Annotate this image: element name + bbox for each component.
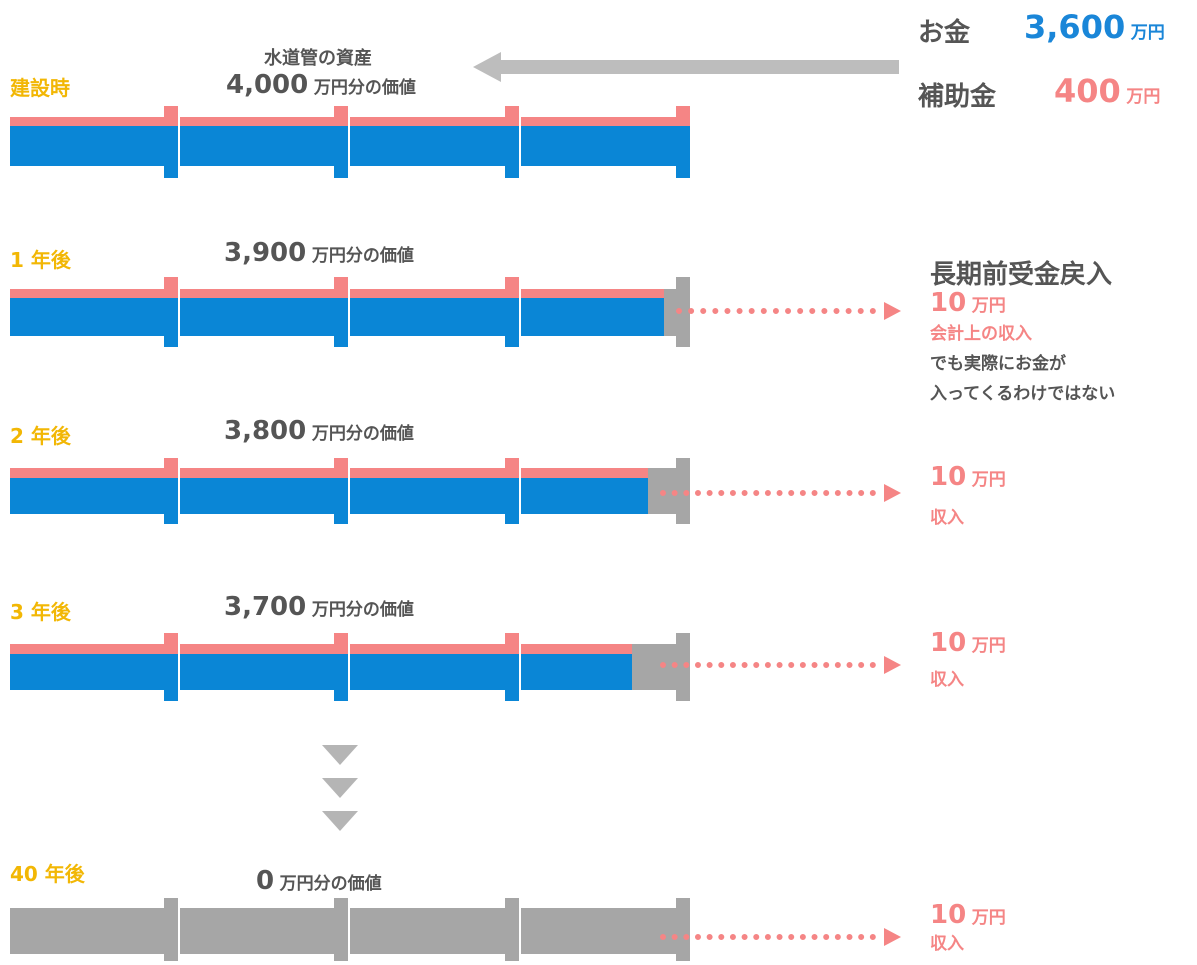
down-triangle-icon — [322, 778, 358, 798]
arrow-right-icon — [884, 302, 901, 320]
asset-value-40: 0 万円分の価値 — [256, 866, 382, 896]
money-value: 3,600 — [1024, 8, 1126, 46]
income-note-2: 収入 — [930, 508, 964, 528]
income-note-1: 会計上の収入 — [930, 324, 1032, 344]
value-number: 3,800 — [224, 416, 307, 446]
funding-arrow-icon — [473, 52, 899, 82]
year-label-construction: 建設時 — [10, 76, 70, 100]
year-label-2: 2 年後 — [10, 424, 71, 448]
dotted-arrow-line — [676, 308, 876, 314]
arrow-right-icon — [884, 928, 901, 946]
income-amount-40: 10 万円 — [930, 900, 1006, 930]
income-amount-2: 10 万円 — [930, 462, 1006, 492]
arrow-right-icon — [884, 484, 901, 502]
value-unit: 万円分の価値 — [313, 78, 416, 98]
income-note-40: 収入 — [930, 934, 964, 954]
income-amount-1: 10 万円 — [930, 288, 1006, 318]
pipe-year-40 — [0, 896, 700, 965]
side-note-line1: でも実際にお金が — [930, 354, 1066, 374]
pipe-construction — [0, 100, 700, 184]
income-unit: 万円 — [971, 636, 1006, 656]
value-number: 3,700 — [224, 592, 307, 622]
dotted-arrow-line — [660, 490, 876, 496]
pipe-year-2 — [0, 450, 700, 534]
income-value: 10 — [930, 462, 967, 492]
year-label-40: 40 年後 — [10, 862, 85, 886]
money-amount: 3,600 万円 — [1024, 8, 1165, 46]
year-label-3: 3 年後 — [10, 600, 71, 624]
side-note-line2: 入ってくるわけではない — [930, 384, 1116, 404]
value-number: 3,900 — [224, 238, 307, 268]
income-value: 10 — [930, 900, 967, 930]
asset-value-3: 3,700 万円分の価値 — [224, 592, 414, 622]
asset-value-construction: 4,000 万円分の価値 — [226, 70, 416, 100]
income-unit: 万円 — [971, 296, 1006, 316]
subsidy-amount: 400 万円 — [1054, 72, 1160, 110]
income-note-3: 収入 — [930, 670, 964, 690]
value-unit: 万円分の価値 — [311, 246, 414, 266]
arrow-right-icon — [884, 656, 901, 674]
dotted-arrow-line — [660, 934, 876, 940]
pipe-year-1 — [0, 270, 700, 354]
income-value: 10 — [930, 628, 967, 658]
asset-value-1: 3,900 万円分の価値 — [224, 238, 414, 268]
dotted-arrow-line — [660, 662, 876, 668]
value-number: 4,000 — [226, 70, 309, 100]
subsidy-unit: 万円 — [1126, 87, 1161, 107]
subsidy-value: 400 — [1054, 72, 1121, 110]
value-number: 0 — [256, 866, 275, 896]
income-value: 10 — [930, 288, 967, 318]
side-note-title: 長期前受金戻入 — [930, 260, 1113, 290]
value-unit: 万円分の価値 — [311, 600, 414, 620]
money-unit: 万円 — [1130, 23, 1165, 43]
value-unit: 万円分の価値 — [311, 424, 414, 444]
money-label: お金 — [918, 18, 971, 48]
asset-label: 水道管の資産 — [264, 48, 372, 69]
income-unit: 万円 — [971, 470, 1006, 490]
down-triangle-icon — [322, 745, 358, 765]
down-triangle-icon — [322, 811, 358, 831]
income-unit: 万円 — [971, 908, 1006, 928]
year-label-1: 1 年後 — [10, 248, 71, 272]
income-amount-3: 10 万円 — [930, 628, 1006, 658]
pipe-year-3 — [0, 624, 700, 708]
asset-value-2: 3,800 万円分の価値 — [224, 416, 414, 446]
subsidy-label: 補助金 — [918, 82, 997, 112]
value-unit: 万円分の価値 — [279, 874, 382, 894]
